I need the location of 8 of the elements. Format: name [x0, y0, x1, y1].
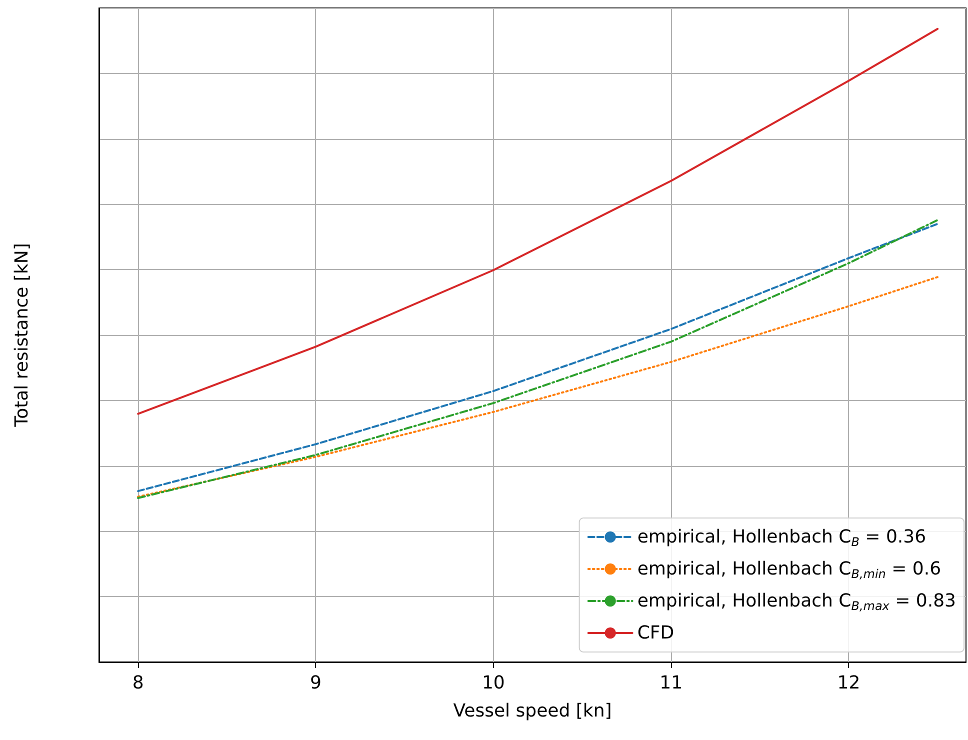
x-tick-label: 10 — [482, 672, 505, 694]
legend-label: CFD — [637, 622, 674, 644]
x-tick-label: 8 — [132, 672, 144, 694]
x-tick-label: 12 — [837, 672, 860, 694]
x-axis-title: Vessel speed [kn] — [453, 700, 612, 722]
x-tick-label: 11 — [660, 672, 683, 694]
x-tick-label: 9 — [310, 672, 322, 694]
y-axis-title: Total resistance [kN] — [12, 243, 32, 428]
